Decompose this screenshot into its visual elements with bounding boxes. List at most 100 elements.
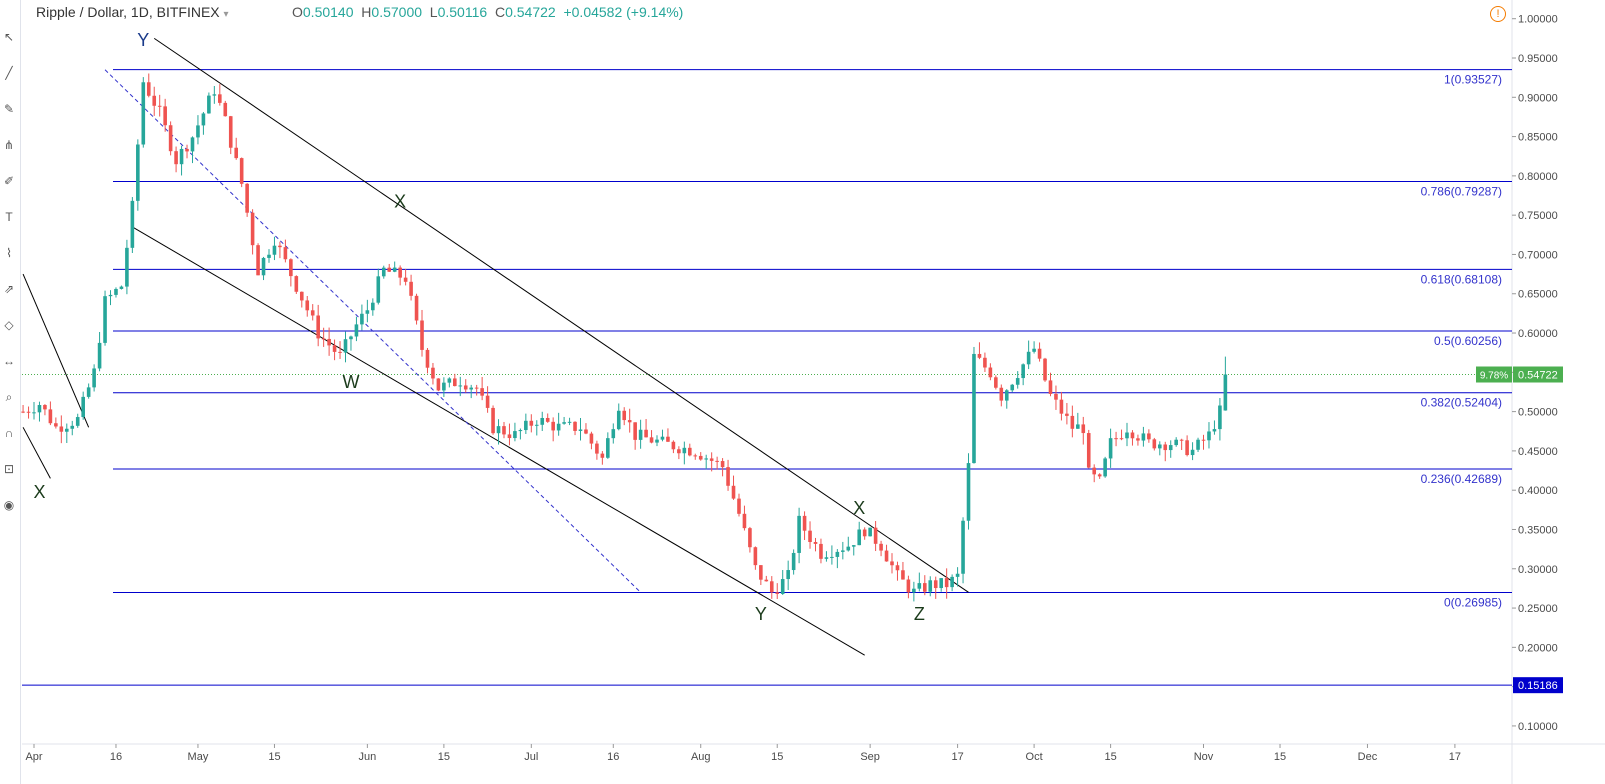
y-tick-label: 0.90000	[1518, 92, 1558, 104]
candle	[1108, 428, 1113, 468]
candle	[1092, 464, 1097, 483]
chevron-down-icon[interactable]: ▾	[223, 9, 229, 20]
candle	[944, 568, 949, 599]
brush-icon[interactable]: ✐	[3, 174, 15, 188]
candle-body	[922, 583, 927, 592]
candle	[551, 417, 555, 442]
candle-body	[1065, 413, 1069, 416]
candle-body	[157, 105, 162, 107]
fib-level-label: 0.618(0.68108)	[1421, 272, 1502, 286]
candle-body	[1054, 393, 1058, 400]
candle-body	[660, 436, 665, 440]
candle	[731, 475, 736, 500]
candle	[447, 377, 452, 388]
symbol-title[interactable]: Ripple / Dollar, 1D, BITFINEX ▾	[36, 4, 229, 20]
candle-body	[234, 147, 239, 159]
candle-body	[310, 310, 315, 316]
candle-body	[48, 409, 53, 424]
candle	[780, 569, 785, 595]
candle	[693, 453, 698, 460]
candle-body	[720, 461, 725, 468]
candle	[48, 401, 53, 426]
candle	[310, 304, 315, 321]
candle-body	[70, 425, 75, 429]
candle-body	[294, 276, 299, 292]
candle	[950, 574, 954, 592]
candle-body	[136, 144, 140, 201]
candle-body	[420, 320, 424, 350]
candle-body	[485, 395, 490, 408]
candle-body	[562, 422, 566, 424]
candle	[709, 452, 714, 472]
candle	[879, 540, 883, 557]
candle	[649, 430, 654, 444]
candle-body	[1119, 438, 1124, 440]
candle-body	[1026, 351, 1031, 365]
cursor-icon[interactable]: ↖	[3, 30, 15, 44]
candle-body	[201, 113, 206, 126]
price-change-badge	[1476, 366, 1512, 383]
eye-icon[interactable]: ◉	[3, 498, 15, 512]
candle-body	[698, 455, 703, 460]
candle	[250, 209, 255, 255]
candle-body	[190, 137, 195, 152]
candle-body	[704, 458, 708, 460]
candle	[179, 145, 184, 176]
candle-body	[507, 434, 512, 439]
last-price-label: 0.54722	[1518, 370, 1558, 382]
candle	[381, 265, 386, 279]
candle	[392, 261, 397, 273]
candle	[1004, 389, 1009, 409]
measure-icon[interactable]: ↔	[3, 354, 15, 368]
candle-body	[808, 530, 812, 543]
candle	[278, 241, 282, 259]
lock-icon[interactable]: ⊡	[3, 462, 15, 476]
pencil-icon[interactable]: ✎	[3, 102, 15, 116]
candle	[431, 362, 435, 385]
candle-body	[327, 338, 331, 346]
candle	[21, 404, 25, 414]
candle-body	[250, 212, 255, 246]
pitchfork-icon[interactable]: ⋔	[3, 138, 15, 152]
candle-body	[223, 102, 228, 117]
candle-body	[644, 429, 648, 438]
x-tick-label: 15	[268, 751, 280, 763]
y-tick-label: 0.65000	[1518, 289, 1558, 301]
candle-body	[955, 573, 960, 577]
candle	[43, 404, 47, 416]
candle-body	[1076, 424, 1080, 429]
candle	[638, 419, 643, 449]
magnet-icon[interactable]: ∩	[4, 426, 14, 440]
candle-body	[59, 426, 64, 432]
candle	[267, 249, 271, 263]
candle-body	[447, 378, 452, 383]
candle	[157, 94, 162, 117]
prediction-icon[interactable]: ⇗	[3, 282, 15, 296]
candle	[502, 421, 506, 439]
text-icon[interactable]: T	[5, 210, 13, 224]
candle-body	[999, 387, 1004, 401]
candle	[890, 553, 894, 574]
candle-body	[748, 528, 752, 548]
warning-icon[interactable]: !	[1490, 6, 1506, 22]
pattern-icon[interactable]: ⌇	[6, 246, 12, 260]
candle	[261, 256, 266, 281]
candle	[906, 575, 911, 599]
candle	[698, 452, 703, 461]
candle	[1065, 402, 1069, 425]
candle	[748, 526, 752, 553]
shapes-icon[interactable]: ◇	[4, 318, 14, 332]
trendline-icon[interactable]: ╱	[5, 66, 13, 80]
candle	[196, 115, 200, 145]
trend-line	[22, 427, 51, 479]
candle	[655, 435, 659, 447]
zoom-icon[interactable]: ⌕	[5, 390, 13, 404]
candle	[54, 417, 58, 429]
candle	[398, 265, 402, 286]
candle	[704, 454, 708, 470]
candle-body	[469, 387, 473, 390]
y-tick-label: 0.70000	[1518, 249, 1558, 261]
x-tick-label: Oct	[1026, 751, 1043, 763]
wave-label: X	[853, 498, 865, 518]
